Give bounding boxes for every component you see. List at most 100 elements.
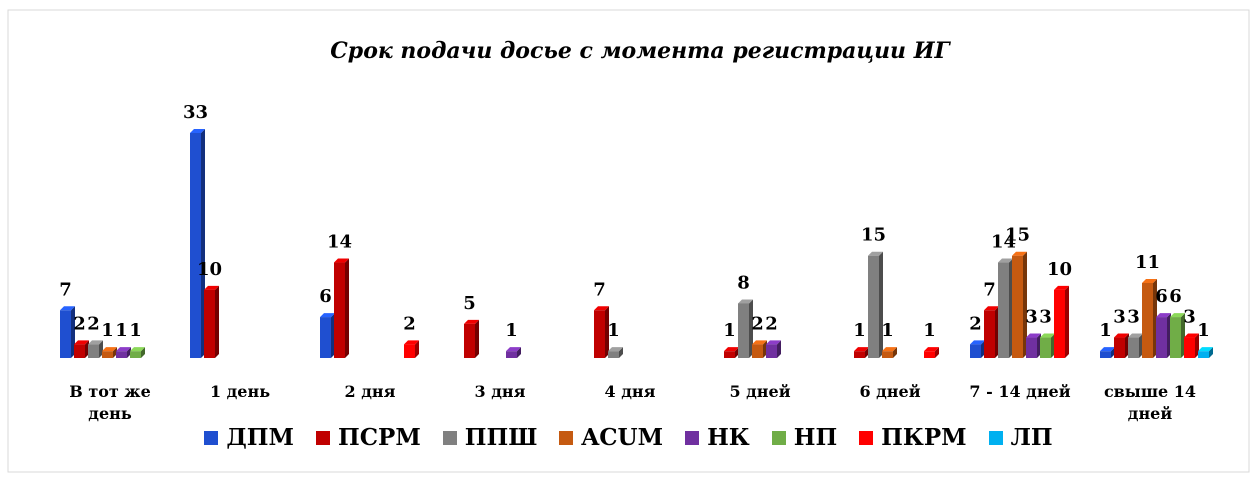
bar (1198, 351, 1209, 358)
bar (854, 351, 865, 358)
bar-top (594, 306, 609, 311)
bar-top (724, 347, 739, 352)
bar-top (924, 347, 939, 352)
bar (1184, 337, 1195, 358)
bar-side (127, 347, 131, 358)
bar-top (74, 340, 89, 345)
bar (1054, 289, 1065, 358)
bar (752, 344, 763, 358)
data-label: 7 (983, 279, 996, 300)
legend-label: ЛП (1010, 424, 1053, 451)
data-label: 14 (327, 232, 352, 253)
bar-top (130, 347, 145, 352)
data-label: 2 (87, 313, 100, 334)
bar-top (1054, 285, 1069, 290)
bar-top (1170, 313, 1185, 318)
legend-label: ППШ (464, 424, 538, 451)
bar-side (1023, 251, 1027, 358)
legend-swatch (988, 430, 1003, 445)
legend-label: НК (707, 424, 750, 451)
bar-top (608, 347, 623, 352)
bar-side (517, 347, 521, 358)
data-label: 2 (765, 313, 778, 334)
bar (74, 344, 85, 358)
x-tick-label: В тот же день (69, 382, 151, 423)
bar (1114, 337, 1125, 358)
bar (334, 262, 345, 358)
data-label: 2 (73, 313, 86, 334)
bar (506, 351, 517, 358)
bar-side (935, 347, 939, 358)
data-label: 1 (505, 320, 518, 341)
bar-top (116, 347, 131, 352)
legend-item: НК (685, 424, 750, 451)
bar (1142, 283, 1153, 358)
bar-top (464, 319, 479, 324)
x-tick-label: 7 - 14 дней (969, 382, 1071, 401)
legend-item: ACUM (559, 424, 663, 451)
chart-frame (7, 9, 1250, 473)
bar-side (475, 319, 479, 358)
data-label: 6 (1169, 286, 1182, 307)
bar-top (1114, 333, 1129, 338)
bar-top (1100, 347, 1115, 352)
bar (766, 344, 777, 358)
bar-top (1128, 333, 1143, 338)
data-label: 1 (1099, 320, 1112, 341)
bar (594, 310, 605, 358)
legend-label: НП (793, 424, 838, 451)
x-tick-label: 5 дней (729, 382, 791, 401)
bar-top (1198, 347, 1213, 352)
bar-side (879, 251, 883, 358)
bar-top (998, 258, 1013, 263)
bar-top (204, 285, 219, 290)
bar-side (1065, 285, 1069, 358)
legend-label: ДПМ (226, 424, 294, 451)
bar (204, 289, 215, 358)
data-label: 11 (1135, 252, 1160, 273)
data-label: 3 (1183, 307, 1196, 328)
legend-item: ДПМ (204, 424, 294, 451)
bar (1040, 337, 1051, 358)
bar-top (766, 340, 781, 345)
data-label: 3 (1025, 307, 1038, 328)
bar-top (190, 129, 205, 133)
chart-title: Срок подачи досье с момента регистрации … (330, 38, 951, 64)
legend-swatch (859, 430, 874, 445)
bar (190, 133, 201, 358)
bar (464, 323, 475, 358)
data-label: 1 (129, 320, 142, 341)
data-label: 1 (1197, 320, 1210, 341)
bar (608, 351, 619, 358)
bar-side (345, 258, 349, 358)
data-label: 2 (969, 313, 982, 334)
legend-label: ПСРМ (338, 424, 421, 451)
bar-top (404, 340, 419, 345)
bar (924, 351, 935, 358)
data-label: 1 (607, 320, 620, 341)
data-label: 8 (737, 272, 750, 293)
bar-top (1156, 313, 1171, 318)
bar-top (752, 340, 767, 345)
data-label: 3 (1113, 307, 1126, 328)
data-label: 6 (1155, 286, 1168, 307)
bar-top (1012, 251, 1027, 256)
data-label: 2 (751, 313, 764, 334)
legend: ДПМ ПСРМ ППШ ACUM НК НП ПКРМ ЛП (0, 424, 1257, 451)
x-tick-label: 2 дня (344, 382, 396, 401)
bar-side (893, 347, 897, 358)
bar-side (749, 299, 753, 358)
bar-top (1026, 333, 1041, 338)
bar-side (777, 340, 781, 358)
bar (130, 351, 141, 358)
data-label: 7 (593, 279, 606, 300)
data-label: 10 (1047, 259, 1072, 280)
legend-item: ПСРМ (316, 424, 421, 451)
bar (738, 303, 749, 358)
legend-item: НП (771, 424, 838, 451)
data-label: 1 (853, 320, 866, 341)
bar (88, 344, 99, 358)
bar-top (334, 258, 349, 263)
